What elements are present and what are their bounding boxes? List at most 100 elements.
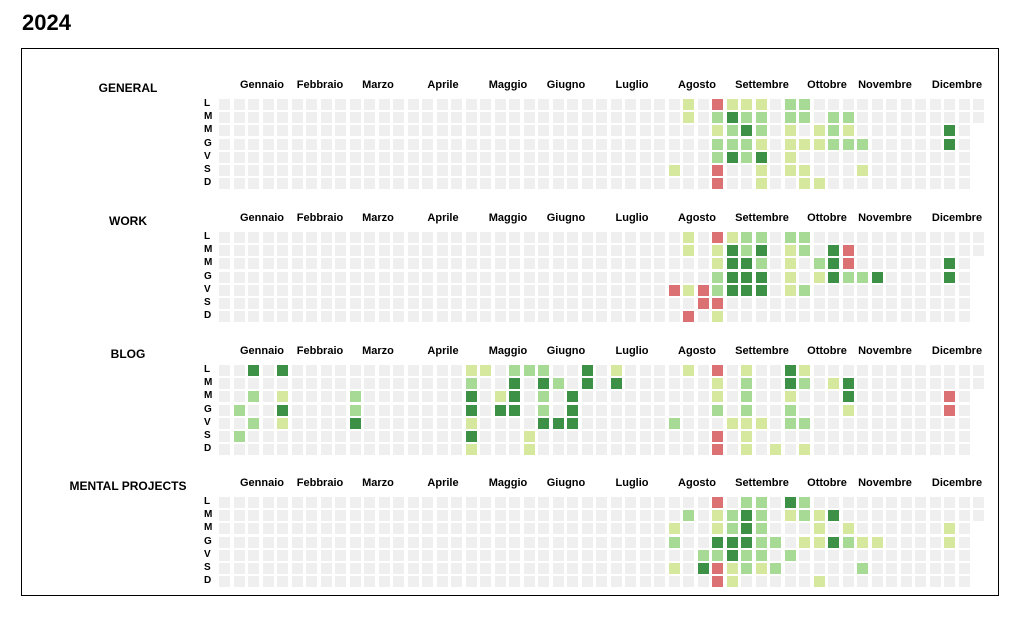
heatmap-cell-empty bbox=[915, 125, 926, 137]
heatmap-cell-empty bbox=[494, 523, 506, 535]
heatmap-cell-empty bbox=[291, 284, 303, 296]
heatmap-cell-empty bbox=[697, 99, 709, 110]
heatmap-cell-empty bbox=[654, 232, 665, 243]
heatmap-cell-empty bbox=[349, 138, 361, 150]
heatmap-cell-empty bbox=[436, 258, 448, 270]
heatmap-cell-empty bbox=[726, 311, 738, 323]
day-label: M bbox=[204, 124, 213, 136]
heatmap-cell-empty bbox=[944, 378, 955, 390]
heatmap-cell-empty bbox=[697, 232, 709, 243]
heatmap-cell-empty bbox=[320, 151, 332, 163]
heatmap-cell-empty bbox=[378, 431, 390, 442]
heatmap-cell-empty bbox=[393, 99, 404, 110]
heatmap-cell-empty bbox=[915, 417, 926, 429]
heatmap-cell-empty bbox=[393, 151, 404, 163]
heatmap-cell-light-yellow bbox=[784, 258, 796, 270]
heatmap-cell-light-green bbox=[770, 536, 781, 548]
heatmap-cell-empty bbox=[349, 165, 361, 176]
heatmap-cell-empty bbox=[494, 178, 506, 190]
heatmap-cell-empty bbox=[494, 99, 506, 110]
heatmap-cell-empty bbox=[451, 151, 462, 163]
heatmap-cell-empty bbox=[799, 563, 810, 574]
heatmap-cell-empty bbox=[277, 125, 288, 137]
heatmap-cell-empty bbox=[596, 378, 607, 390]
heatmap-cell-empty bbox=[451, 258, 462, 270]
heatmap-cell-empty bbox=[813, 549, 825, 561]
heatmap-cell-empty bbox=[915, 112, 926, 124]
heatmap-cell-empty bbox=[552, 178, 564, 190]
heatmap-cell-empty bbox=[625, 523, 636, 535]
heatmap-cell-empty bbox=[523, 284, 535, 296]
heatmap-cell-empty bbox=[610, 125, 622, 137]
heatmap-cell-empty bbox=[378, 245, 390, 257]
heatmap-cell-empty bbox=[683, 549, 694, 561]
heatmap-cell-empty bbox=[248, 178, 259, 190]
heatmap-cell-empty bbox=[523, 563, 535, 574]
heatmap-cell-empty bbox=[509, 549, 520, 561]
month-label: Agosto bbox=[678, 79, 716, 91]
heatmap-cell-empty bbox=[262, 178, 274, 190]
heatmap-cell-empty bbox=[610, 138, 622, 150]
heatmap-cell-empty bbox=[320, 125, 332, 137]
heatmap-cell-empty bbox=[509, 138, 520, 150]
heatmap-cell-empty bbox=[929, 549, 941, 561]
heatmap-cell-empty bbox=[639, 178, 651, 190]
month-label: Settembre bbox=[735, 477, 789, 489]
heatmap-cell-light-green bbox=[755, 536, 767, 548]
heatmap-cell-empty bbox=[784, 563, 796, 574]
heatmap-cell-empty bbox=[668, 549, 680, 561]
heatmap-cell-empty bbox=[219, 523, 230, 535]
heatmap-cell-empty bbox=[741, 576, 752, 588]
heatmap-cell-light-green bbox=[799, 112, 810, 124]
heatmap-cell-empty bbox=[654, 523, 665, 535]
heatmap-cell-empty bbox=[262, 417, 274, 429]
heatmap-cell-empty bbox=[610, 258, 622, 270]
heatmap-cell-empty bbox=[683, 271, 694, 283]
heatmap-cell-empty bbox=[436, 549, 448, 561]
heatmap-cell-light-green bbox=[799, 497, 810, 508]
heatmap-cell-empty bbox=[233, 444, 245, 456]
heatmap-cell-empty bbox=[349, 563, 361, 574]
heatmap-cell-empty bbox=[610, 444, 622, 456]
heatmap-cell-light-yellow bbox=[813, 138, 825, 150]
heatmap-cell-empty bbox=[944, 245, 955, 257]
heatmap-cell-empty bbox=[654, 549, 665, 561]
heatmap-cell-empty bbox=[886, 271, 897, 283]
heatmap-cell-empty bbox=[407, 271, 419, 283]
heatmap-cell-empty bbox=[393, 112, 404, 124]
heatmap-cell-empty bbox=[335, 365, 346, 376]
heatmap-cell-empty bbox=[422, 444, 433, 456]
heatmap-cell-empty bbox=[219, 365, 230, 376]
heatmap-cell-empty bbox=[683, 523, 694, 535]
heatmap-cell-empty bbox=[567, 378, 578, 390]
heatmap-cell-empty bbox=[494, 112, 506, 124]
heatmap-cell-empty bbox=[915, 523, 926, 535]
heatmap-cell-empty bbox=[596, 311, 607, 323]
heatmap-cell-empty bbox=[726, 178, 738, 190]
heatmap-cell-empty bbox=[219, 271, 230, 283]
heatmap-cell-light-green bbox=[697, 549, 709, 561]
heatmap-cell-light-green bbox=[842, 536, 854, 548]
heatmap-cell-red bbox=[712, 165, 723, 176]
heatmap-cell-empty bbox=[523, 298, 535, 309]
heatmap-cell-empty bbox=[683, 125, 694, 137]
heatmap-cell-empty bbox=[320, 391, 332, 403]
heatmap-cell-empty bbox=[857, 151, 868, 163]
heatmap-cell-empty bbox=[378, 258, 390, 270]
heatmap-cell-empty bbox=[422, 112, 433, 124]
heatmap-cell-light-yellow bbox=[813, 125, 825, 137]
month-label: Luglio bbox=[615, 345, 649, 357]
heatmap-cell-empty bbox=[639, 444, 651, 456]
heatmap-cell-empty bbox=[335, 523, 346, 535]
heatmap-cell-empty bbox=[654, 510, 665, 522]
heatmap-cell-empty bbox=[422, 99, 433, 110]
heatmap-cell-empty bbox=[552, 536, 564, 548]
heatmap-cell-empty bbox=[799, 298, 810, 309]
heatmap-cell-empty bbox=[509, 99, 520, 110]
heatmap-cell-empty bbox=[436, 378, 448, 390]
heatmap-cell-empty bbox=[233, 138, 245, 150]
heatmap-cell-empty bbox=[349, 298, 361, 309]
heatmap-cell-empty bbox=[465, 523, 477, 535]
heatmap-cell-empty bbox=[291, 576, 303, 588]
heatmap-cell-empty bbox=[277, 563, 288, 574]
